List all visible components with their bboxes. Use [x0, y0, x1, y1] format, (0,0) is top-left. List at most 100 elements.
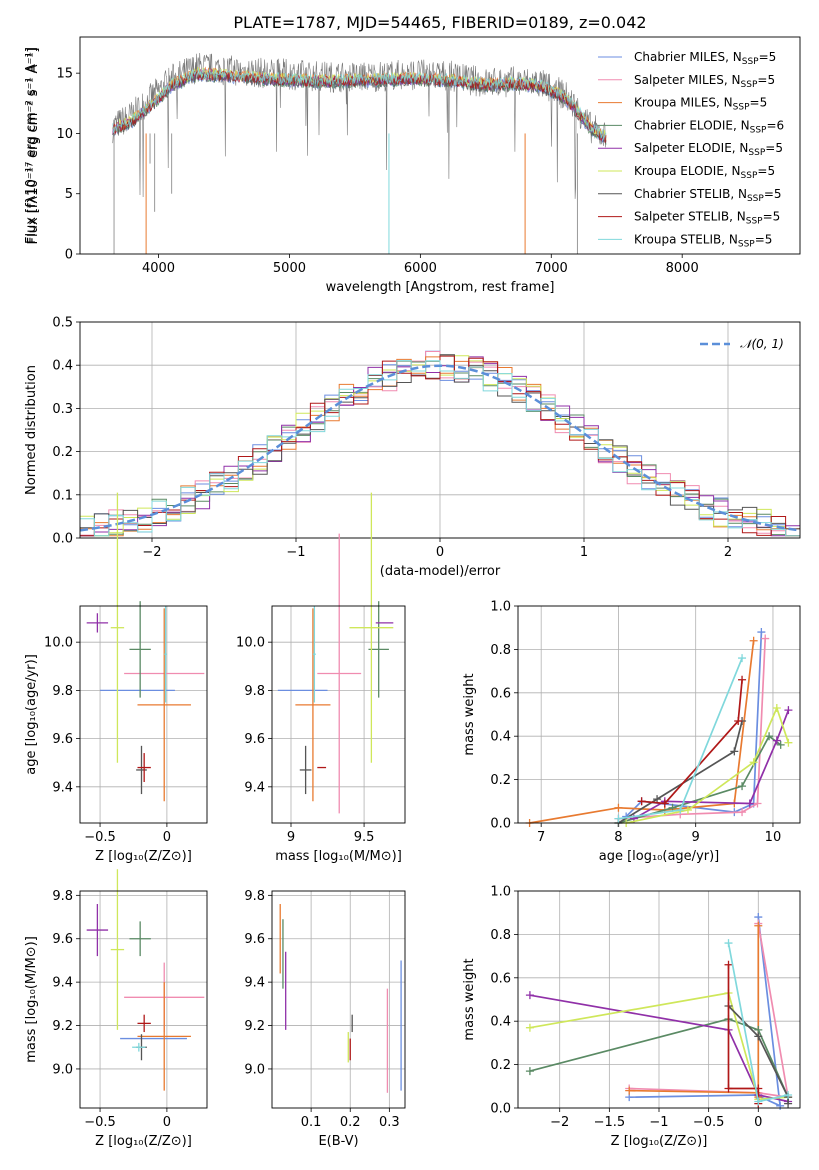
mass-weight-point-marker [754, 921, 763, 930]
model-spectrum-line [112, 67, 607, 140]
mass-weight-point-marker [614, 814, 623, 823]
y-tick-label: 9.6 [52, 932, 73, 947]
mass-weight-point-marker [660, 799, 669, 808]
x-tick-label: 0 [163, 1115, 171, 1130]
legend-count: =5 [759, 50, 777, 64]
y-tick-label: 9.8 [244, 889, 265, 904]
mass-weight-point-marker [772, 736, 781, 745]
y-tick-label: 0.2 [490, 1058, 511, 1073]
legend-count: =5 [757, 73, 775, 87]
legend-subscript: SSP [741, 80, 758, 90]
legend-count: =5 [764, 187, 782, 201]
y-tick-label: 9.4 [244, 976, 265, 991]
mass-weight-point-marker [683, 805, 692, 814]
y-tick-label: 10.0 [44, 636, 73, 651]
legend-subscript: SSP [733, 103, 750, 113]
y-axis-label: mass [log₁₀(M/M⊙)] [24, 936, 39, 1063]
y-tick-label: 0.2 [490, 773, 511, 788]
x-axis-label: E(B-V) [318, 1134, 358, 1149]
mass-weight-point-marker [749, 636, 758, 645]
y-tick-label: 5 [65, 187, 73, 202]
mass-weight-series-line [727, 964, 760, 1104]
x-tick-label: 2 [724, 545, 732, 560]
spectrum-y-axis-label: Flux [fλ10⁻¹⁷ erg cm⁻² s⁻¹ A⁻¹] [26, 48, 41, 245]
legend-count: =6 [766, 118, 784, 132]
mass-weight-point-marker [784, 738, 793, 747]
x-tick-label: −2 [142, 545, 161, 560]
y-tick-label: 0.8 [490, 643, 511, 658]
x-tick-label: 0 [754, 1115, 762, 1130]
x-tick-label: 7 [537, 830, 545, 845]
residual_hist-axes: −2 −1 0 1 2 0.0 0.1 0.2 0.3 0.4 0.5 (data-model)/er… [24, 316, 801, 579]
model-spectrum-line [112, 71, 607, 144]
errorbar-point [295, 608, 331, 802]
errorbar-point [299, 745, 312, 795]
x-axis-label: (data-model)/error [380, 564, 501, 579]
mass-weight-point-marker [625, 1086, 634, 1095]
mass-weight-point-marker [754, 1097, 763, 1106]
x-tick-label: 0 [163, 830, 171, 845]
mass-weight-point-marker [525, 991, 534, 1000]
y-tick-label: 0.6 [490, 971, 511, 986]
x-tick-label: 0.2 [340, 1115, 361, 1130]
errorbar-point [86, 904, 109, 957]
x-axis-label: mass [log₁₀(M/M⊙)] [275, 849, 402, 864]
legend-count: =5 [763, 210, 781, 224]
y-axis-label: age [log₁₀(age/yr)] [24, 654, 39, 775]
age_vs_Z-background [80, 606, 207, 823]
legend-label: Kroupa ELODIE, NSSP=5 [634, 164, 775, 181]
gaussian-legend-label: 𝒩(0, 1) [740, 337, 784, 351]
x-tick-label: 9.5 [354, 830, 375, 845]
y-tick-label: 15 [56, 67, 73, 82]
y-axis-label: Normed distribution [24, 365, 39, 495]
y-tick-label: 9.6 [244, 932, 265, 947]
mass-weight-point-marker [614, 803, 623, 812]
residual_hist-frame [79, 321, 801, 539]
mass-weight-series-line [641, 679, 743, 805]
legend-subscript: SSP [747, 194, 764, 204]
mass-weight-point-marker [784, 1090, 793, 1099]
spectrum-frame [79, 36, 801, 255]
age_vs_Z-axes: −0.5 0 9.4 9.6 9.8 10.0 Z [log₁₀(Z/Z⊙)] age [lo… [24, 492, 208, 864]
legend-label: Kroupa STELIB, NSSP=5 [634, 232, 772, 249]
x-tick-label: −0.5 [693, 1115, 725, 1130]
mass-weight-point-marker [738, 782, 747, 791]
x-axis-label: Z [log₁₀(Z/Z⊙)] [95, 1134, 192, 1149]
legend-label: Chabrier STELIB, NSSP=5 [634, 187, 782, 204]
y-tick-label: 10.0 [236, 636, 265, 651]
mass-weight-point-marker [745, 799, 754, 808]
errorbar-point [312, 606, 316, 703]
mass-weight-point-marker [525, 1023, 534, 1032]
age_vs_mass-axes: 9 9.5 9.4 9.6 9.8 10.0 mass [log₁₀(M/M⊙)] [236, 492, 406, 864]
mass-weight-point-marker [734, 717, 743, 726]
errorbar-point [129, 601, 151, 698]
mass_vs_Z-frame [79, 890, 208, 1109]
x-tick-label: 5000 [273, 261, 306, 276]
mass-weight-point-marker [738, 654, 747, 663]
mass_vs_EBV-axes: 0.1 0.2 0.3 9.0 9.2 9.4 9.6 9.8 E(B-V) [244, 889, 406, 1149]
x-tick-label: −2 [550, 1115, 569, 1130]
y-tick-label: 10 [56, 127, 73, 142]
legend-subscript: SSP [741, 171, 758, 181]
y-axis-label: mass weight [462, 958, 477, 1040]
spectrum-axes: 4000 5000 6000 7000 8000 0 5 10 15 wavelength [An… [24, 36, 801, 295]
errorbar-point [164, 606, 167, 703]
errorbar-point [137, 982, 191, 1091]
x-axis-label: age [log₁₀(age/yr)] [599, 849, 720, 864]
errorbar-point [110, 869, 125, 1030]
legend-subscript: SSP [738, 239, 755, 249]
errorbar-point [137, 1014, 151, 1033]
x-tick-label: 9 [692, 830, 700, 845]
figure-title: PLATE=1787, MJD=54465, FIBERID=0189, z=0… [233, 13, 646, 32]
legend-subscript: SSP [750, 125, 767, 135]
mass-weight-point-marker [784, 706, 793, 715]
legend-count: =5 [750, 96, 768, 110]
mass-weight-series-line [629, 923, 790, 1099]
x-tick-label: −1 [286, 545, 305, 560]
mass_vs_Z-axes: −0.5 0 9.0 9.2 9.4 9.6 9.8 Z [log₁₀(Z/Z⊙)] mass … [24, 869, 208, 1149]
x-tick-label: 1 [580, 545, 588, 560]
mass_vs_EBV-frame [271, 890, 406, 1109]
gaussian-curve [79, 364, 801, 532]
mass-weight-point-marker [757, 628, 766, 637]
